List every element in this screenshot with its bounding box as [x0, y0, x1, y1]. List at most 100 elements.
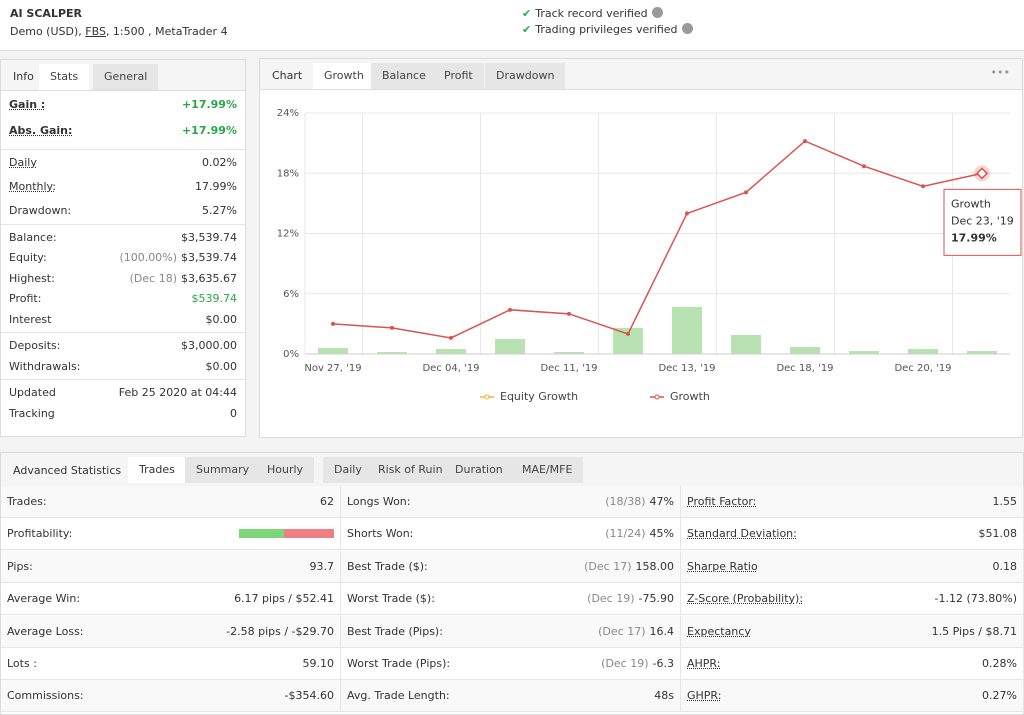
stat-label: Updated — [9, 386, 56, 399]
stat-row: Drawdown: 5.27% — [9, 201, 237, 221]
broker-link[interactable]: FBS — [85, 25, 106, 38]
verified-text: Track record verified — [535, 7, 648, 20]
info-icon[interactable] — [651, 7, 663, 18]
stat-label: Pips: — [7, 559, 33, 573]
tab[interactable]: MAE/MFE — [511, 457, 584, 483]
tab[interactable]: Trades — [128, 457, 186, 483]
tab[interactable]: Profit — [433, 63, 484, 89]
stat-cell: AHPR: 0.28% — [681, 648, 1024, 680]
growth-chart: 0% 6% 12% 18% 24% Nov 27, '19 Dec 04, '19 Dec 1… — [277, 108, 1022, 403]
stat-label[interactable]: Gain : — [9, 98, 46, 111]
stat-label[interactable]: Standard Deviation: — [687, 527, 797, 541]
stat-value: +17.99% — [182, 121, 237, 141]
tab[interactable]: Growth — [313, 63, 375, 89]
series-point — [508, 307, 512, 312]
stat-row: Updated Feb 25 2020 at 04:44 — [9, 383, 237, 403]
x-tick-label: Dec 11, '19 — [540, 363, 597, 374]
stat-label: Avg. Trade Length: — [347, 689, 450, 703]
stat-value: Feb 25 2020 at 04:44 — [119, 383, 237, 403]
x-tick-label: Nov 27, '19 — [304, 363, 361, 374]
stat-value: 0.28% — [982, 648, 1017, 680]
stat-value: (Dec 19) -75.90 — [587, 583, 674, 615]
tab[interactable]: Info — [13, 70, 34, 83]
series-point — [803, 139, 807, 144]
stat-value: 5.27% — [202, 201, 237, 221]
stat-note: (Dec 18) — [129, 271, 178, 285]
verified-item: ✔ Trading privileges verified — [522, 23, 693, 39]
chart-tabs: Chart Growth Balance Profit Drawdown — [260, 59, 1022, 90]
stat-row: Interest $0.00 — [9, 310, 237, 330]
stat-cell: Z-Score (Probability): -1.12 (73.80%) — [681, 583, 1024, 616]
stat-value: 6.17 pips / $52.41 — [234, 583, 334, 615]
stat-label[interactable]: AHPR: — [687, 657, 721, 670]
stat-label: Lots : — [7, 657, 37, 670]
stat-label[interactable]: Z-Score (Probability): — [687, 592, 804, 606]
stat-label[interactable]: Expectancy — [687, 624, 751, 638]
hover-marker — [975, 167, 989, 180]
stat-label[interactable]: Profit Factor: — [687, 495, 757, 508]
stat-label[interactable]: Monthly: — [9, 180, 56, 193]
stat-value-text: 17.99% — [195, 180, 237, 193]
stat-value-text: 48s — [654, 689, 674, 703]
stat-value-text: $51.08 — [978, 527, 1018, 541]
chart-menu[interactable]: ••• — [990, 66, 1010, 79]
stat-label: Trades: — [7, 495, 47, 508]
verified-text: Trading privileges verified — [535, 23, 678, 36]
stat-cell: Commissions: -$354.60 — [1, 680, 341, 713]
tab[interactable]: Balance — [371, 63, 437, 89]
chart-panel: Chart Growth Balance Profit Drawdown ••• 0% 6… — [259, 58, 1023, 438]
tab[interactable]: Risk of Ruin — [367, 457, 454, 483]
stat-label: Deposits: — [9, 339, 61, 352]
stat-value: 0 — [230, 404, 237, 424]
stat-value: (18/38) 47% — [605, 486, 674, 518]
stat-cell: Longs Won: (18/38) 47% — [341, 486, 681, 518]
stat-row: Tracking 0 — [9, 404, 237, 424]
stat-value: -$354.60 — [285, 680, 334, 712]
tab[interactable]: Hourly — [256, 457, 315, 483]
stat-value-text: 1.5 Pips / $8.71 — [931, 624, 1017, 638]
tab[interactable]: Drawdown — [485, 63, 566, 89]
info-icon[interactable] — [681, 23, 693, 34]
stat-label: Shorts Won: — [347, 527, 414, 541]
stat-label[interactable]: Daily — [9, 156, 37, 169]
y-tick-label: 0% — [283, 349, 299, 360]
series-line — [332, 140, 983, 339]
tab[interactable]: Chart — [272, 69, 303, 82]
stat-row: Gain : +17.99% — [9, 95, 237, 115]
tab[interactable]: Stats — [39, 64, 90, 90]
stat-value: 48s — [654, 680, 674, 712]
stat-value: +17.99% — [182, 95, 237, 115]
series-point — [390, 325, 394, 330]
stat-value: -2.58 pips / -$29.70 — [226, 616, 334, 648]
stat-value-text: $3,539.74 — [181, 251, 237, 264]
stat-label[interactable]: Sharpe Ratio — [687, 559, 758, 573]
stat-cell: Expectancy 1.5 Pips / $8.71 — [681, 615, 1024, 648]
tab[interactable]: Summary — [185, 457, 261, 483]
stat-row: Profit: $539.74 — [9, 289, 237, 309]
tab[interactable]: Duration — [444, 457, 514, 483]
y-tick-label: 18% — [277, 168, 299, 179]
tab[interactable]: General — [93, 64, 159, 90]
account-title: AI SCALPER — [10, 7, 82, 20]
stat-label: Average Loss: — [7, 624, 84, 638]
stat-value-text: Feb 25 2020 at 04:44 — [118, 386, 237, 399]
stat-label: Best Trade (Pips): — [347, 624, 443, 638]
stat-value: -1.12 (73.80%) — [935, 583, 1017, 615]
stat-value: 0.02% — [202, 153, 237, 173]
y-tick-label: 24% — [277, 108, 299, 119]
bar — [908, 348, 938, 354]
stat-value: (Dec 18) $3,635.67 — [130, 269, 237, 289]
stat-row: Deposits: $3,000.00 — [9, 336, 237, 356]
stat-label[interactable]: Abs. Gain: — [9, 124, 73, 137]
bar — [613, 327, 643, 354]
stat-value-text: 1.55 — [992, 495, 1018, 508]
stat-value: $51.08 — [979, 518, 1018, 550]
stat-row: Balance: $3,539.74 — [9, 228, 237, 248]
stat-label: Drawdown: — [9, 204, 72, 217]
separator — [1, 149, 245, 150]
tab[interactable]: Daily — [323, 457, 373, 483]
stat-label[interactable]: GHPR: — [687, 689, 722, 703]
stat-note: (Dec 19) — [587, 592, 635, 606]
account-type: Demo (USD), — [10, 25, 86, 38]
stat-row: Highest: (Dec 18) $3,635.67 — [9, 269, 237, 289]
